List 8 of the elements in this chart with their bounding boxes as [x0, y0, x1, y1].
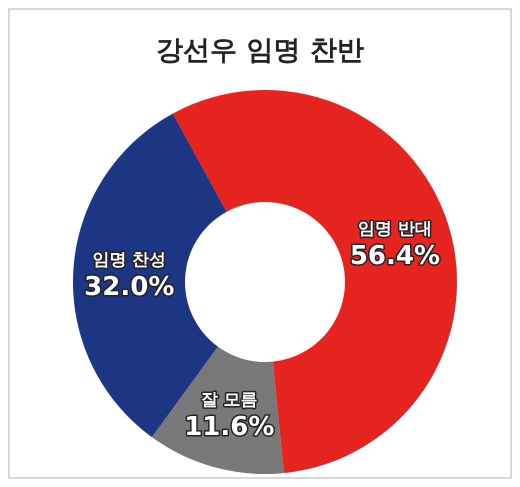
data-label: 56.4%	[350, 240, 440, 271]
slice-label: 임명 찬성	[92, 250, 166, 270]
slice-label: 임명 반대	[358, 218, 432, 239]
data-label: 11.6%	[184, 412, 274, 442]
slice-label: 잘 모름	[200, 390, 258, 410]
data-label: 32.0%	[84, 272, 174, 302]
donut-slice	[172, 90, 457, 474]
chart-title: 강선우 임명 찬반	[155, 34, 365, 68]
